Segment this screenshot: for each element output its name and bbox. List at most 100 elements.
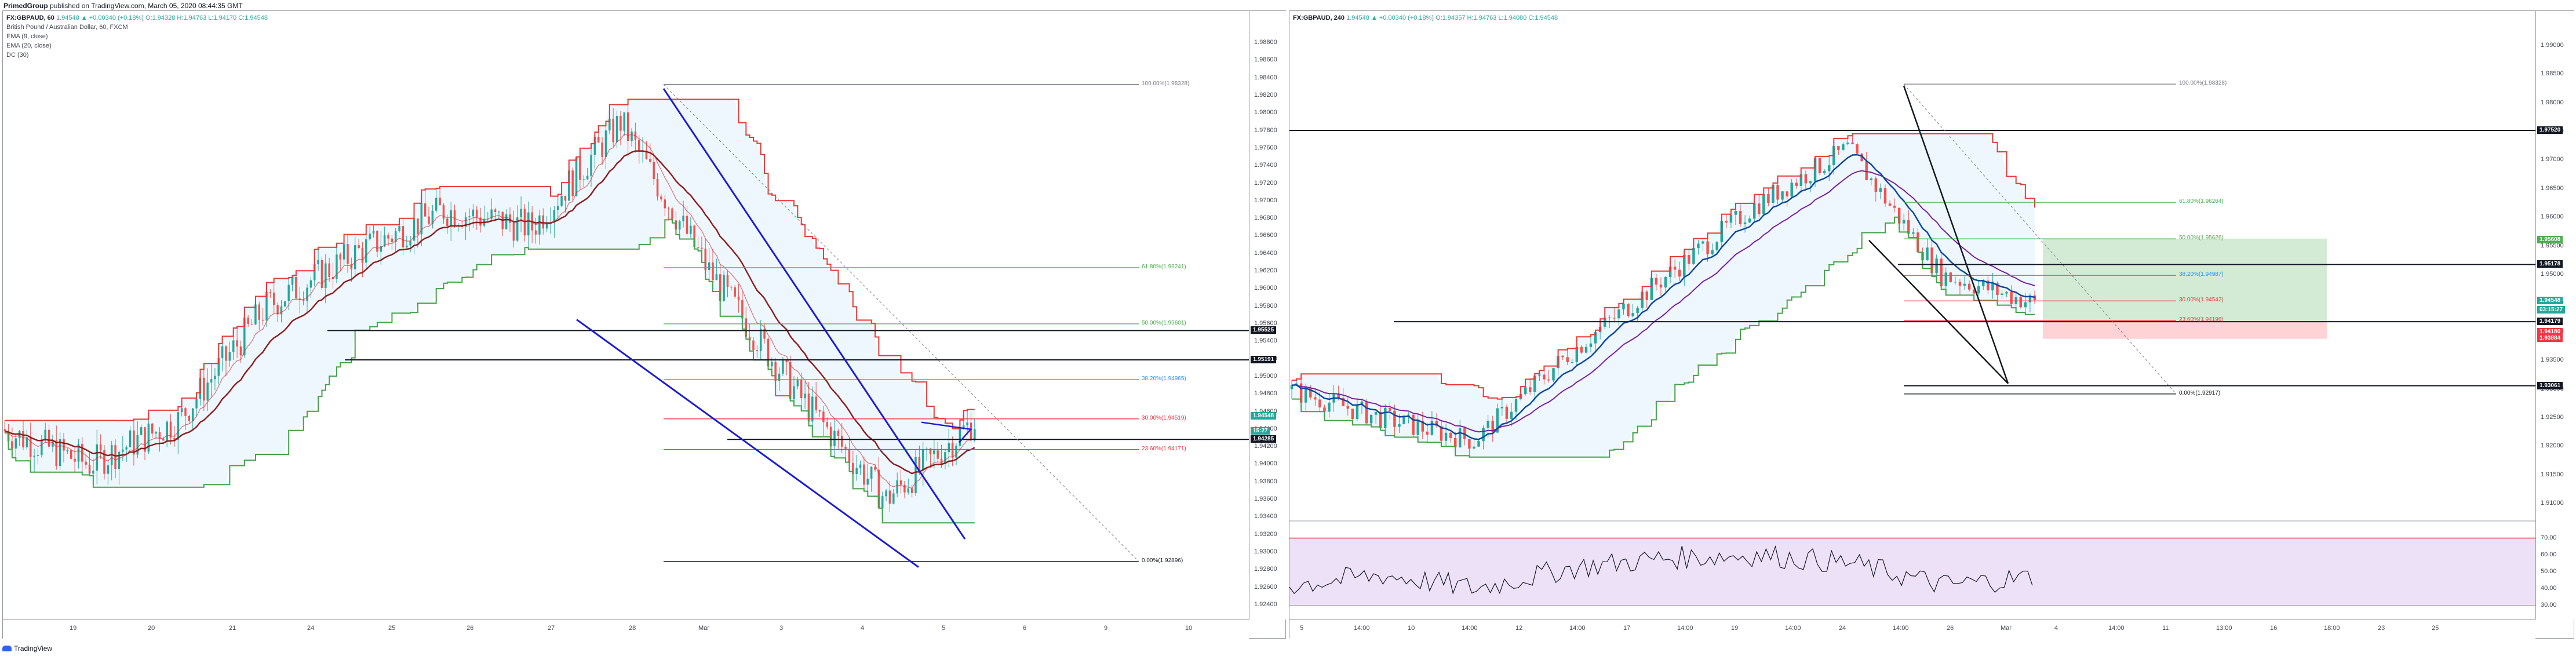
left-time-tick: 24 [307,625,315,632]
right-candle [1790,183,1793,197]
left-indicator-0[interactable]: British Pound / Australian Dollar, 60, F… [6,24,128,31]
left-candle [424,203,427,217]
left-candle [859,464,862,468]
left-price-chart[interactable] [3,11,1249,619]
left-candle [752,340,755,351]
right-candle [1529,387,1532,392]
left-candle [918,457,921,471]
left-candle [833,431,836,447]
brand-label[interactable]: TradingView [14,644,53,653]
left-price-tick: 1.97000 [1254,196,1277,204]
left-candle [25,437,28,448]
right-donchian-upper [1292,133,2035,400]
left-candle [147,423,150,452]
left-candle [620,116,622,131]
right-candle [1444,432,1448,441]
right-price-chart[interactable] [1289,11,2535,619]
right-candle [1435,421,1438,427]
left-price-tick: 1.97200 [1254,179,1277,187]
right-time-scale[interactable]: 5 14:00 10 14:00 12 14:00 17 14:00 19 14:00 24 14:0… [1289,619,2535,639]
left-price-tick: 1.96800 [1254,214,1277,222]
left-price-scale[interactable]: 1.98800 1.98600 1.98400 1.98200 1.98000 1.978… [1249,11,1286,619]
right-candle [1384,408,1387,428]
left-candle [409,240,411,246]
right-time-tick: 23 [2378,625,2385,632]
right-candle [1842,144,1845,150]
left-candle [276,305,279,315]
left-chart-panel[interactable]: FX:GBPAUD, 60 1.94548 ▲ +0.00340 (+0.18%… [2,10,1286,639]
right-candle [1912,232,1915,234]
left-chart-legend: FX:GBPAUD, 60 1.94548 ▲ +0.00340 (+0.18%… [6,13,268,60]
left-candle [701,247,703,249]
left-indicator-3[interactable]: DC (30) [6,52,29,59]
left-candle [394,231,397,242]
left-candle [678,221,681,230]
left-candle [778,373,781,381]
right-candle [1903,220,1905,224]
left-candle [188,416,191,421]
left-donchian-lower [5,218,975,524]
left-candle [343,244,345,260]
left-candle [534,230,537,235]
left-candle [225,346,227,361]
left-candle [151,423,154,434]
left-price-label: 1.94285 [1251,435,1277,443]
left-indicator-2[interactable]: EMA (20, close) [6,42,52,49]
left-candle [369,234,371,239]
left-candle [564,196,567,201]
right-price-label: 1.97520 [2537,126,2563,134]
right-candle [2005,292,2008,294]
right-candle [1571,362,1573,363]
right-candle [1617,309,1620,319]
right-trendline-lower [1868,239,2009,384]
right-stop-zone [2043,322,2327,339]
left-candle [331,276,334,279]
left-price-tick: 1.96000 [1254,285,1277,292]
left-price-tick: 1.98000 [1254,109,1277,116]
left-candle [272,292,275,305]
left-candle [604,130,607,157]
left-candle [33,455,35,457]
right-candle [1613,318,1616,319]
left-candle [690,225,692,234]
right-candle [1668,267,1672,278]
left-candle [376,231,378,252]
right-candle [1538,374,1541,376]
left-candle [468,216,471,217]
left-time-scale[interactable]: 19 20 21 24 25 26 27 28 Mar 3 4 5 6 9 10 [3,619,1249,639]
right-time-tick: 16 [2270,625,2278,632]
right-candle [1748,218,1751,223]
right-candle [1753,203,1756,219]
left-price-tick: 1.93400 [1254,513,1277,520]
right-candle [1342,398,1345,406]
left-candle [708,262,711,271]
left-candle [892,493,895,504]
right-price-tick: 1.99000 [2541,41,2564,49]
left-candle [615,116,618,143]
left-indicator-1[interactable]: EMA (9, close) [6,33,48,40]
left-symbol[interactable]: FX:GBPAUD, 60 [6,14,54,21]
right-candle [1412,414,1415,435]
right-candle [1963,283,1966,286]
right-chart-panel[interactable]: FX:GBPAUD, 240 1.94548 ▲ +0.00340 (+0.18… [1289,10,2574,639]
right-candle [1701,241,1704,244]
right-candle [1496,408,1499,433]
right-symbol[interactable]: FX:GBPAUD, 240 [1293,14,1345,21]
left-candle [933,450,935,454]
right-candle [1907,220,1910,234]
left-time-tick: 4 [861,625,865,632]
left-candle [490,209,493,219]
left-candle [180,408,183,413]
left-candle [962,425,965,428]
right-price-tick: 1.92500 [2541,414,2564,421]
left-candle [85,461,87,465]
left-candle [870,467,873,479]
left-time-tick: 19 [70,625,77,632]
left-candle [560,196,563,206]
right-price-scale[interactable]: 1.990001.985001.980001.975001.970001.965… [2535,11,2574,619]
right-candle [2001,293,2003,295]
left-candle [295,276,297,299]
left-candle [542,215,545,229]
left-candle [114,445,116,469]
left-candle [712,262,714,280]
